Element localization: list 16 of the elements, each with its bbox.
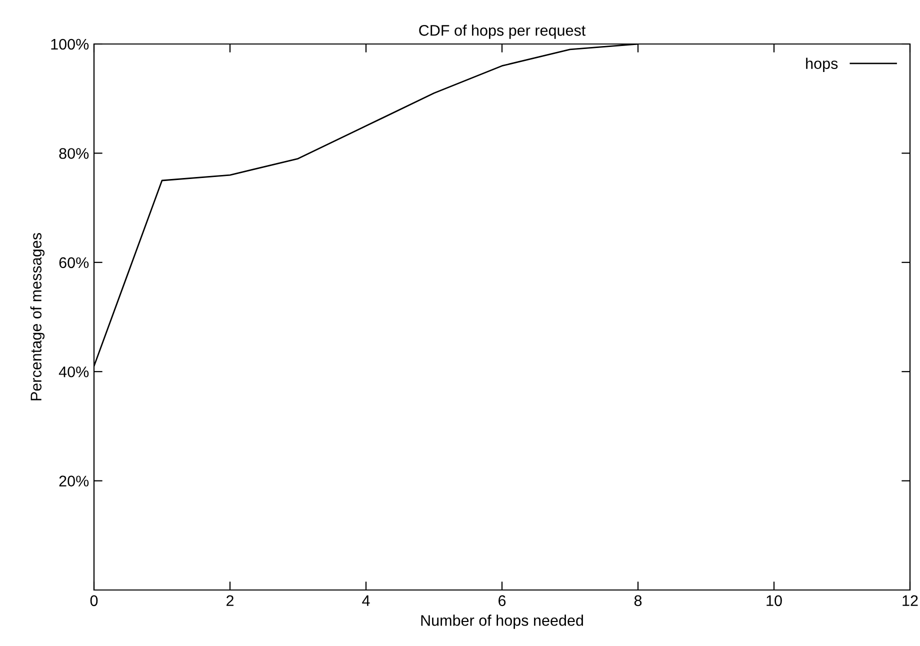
x-tick-label: 4	[362, 595, 370, 606]
x-tick-label: 8	[634, 595, 642, 606]
y-tick-label: 20%	[59, 476, 89, 486]
x-tick-label: 12	[902, 595, 918, 606]
x-tick-label: 0	[90, 595, 98, 606]
chart-title: CDF of hops per request	[419, 24, 586, 39]
y-tick-label: 80%	[59, 148, 89, 159]
x-tick-label: 6	[498, 595, 506, 606]
y-tick-label: 100%	[51, 38, 89, 50]
x-tick-label: 10	[766, 595, 782, 606]
y-tick-label: 40%	[58, 366, 89, 378]
y-axis-title: Percentage of messages	[30, 233, 45, 400]
y-tick-label: 60%	[59, 257, 89, 268]
x-tick-label: 2	[226, 595, 234, 606]
legend-label: hops	[806, 58, 838, 72]
x-axis-title: Number of hops needed	[421, 614, 583, 629]
